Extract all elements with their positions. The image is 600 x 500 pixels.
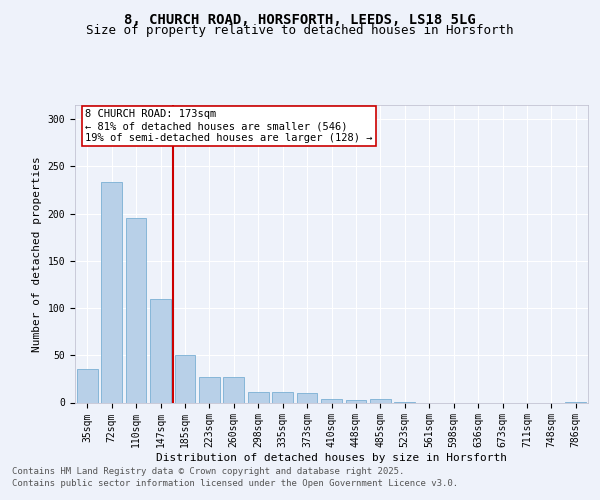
Bar — [321, 398, 342, 402]
Bar — [272, 392, 293, 402]
Bar — [125, 218, 146, 402]
Bar — [296, 393, 317, 402]
Text: 8 CHURCH ROAD: 173sqm
← 81% of detached houses are smaller (546)
19% of semi-det: 8 CHURCH ROAD: 173sqm ← 81% of detached … — [85, 110, 373, 142]
Bar — [346, 400, 367, 402]
Text: Contains public sector information licensed under the Open Government Licence v3: Contains public sector information licen… — [12, 478, 458, 488]
Bar — [199, 377, 220, 402]
X-axis label: Distribution of detached houses by size in Horsforth: Distribution of detached houses by size … — [156, 453, 507, 463]
Bar — [150, 298, 171, 403]
Text: Size of property relative to detached houses in Horsforth: Size of property relative to detached ho… — [86, 24, 514, 37]
Bar — [223, 377, 244, 402]
Bar — [175, 356, 196, 403]
Text: Contains HM Land Registry data © Crown copyright and database right 2025.: Contains HM Land Registry data © Crown c… — [12, 467, 404, 476]
Text: 8, CHURCH ROAD, HORSFORTH, LEEDS, LS18 5LG: 8, CHURCH ROAD, HORSFORTH, LEEDS, LS18 5… — [124, 12, 476, 26]
Bar — [77, 370, 98, 402]
Y-axis label: Number of detached properties: Number of detached properties — [32, 156, 42, 352]
Bar — [370, 398, 391, 402]
Bar — [101, 182, 122, 402]
Bar — [248, 392, 269, 402]
